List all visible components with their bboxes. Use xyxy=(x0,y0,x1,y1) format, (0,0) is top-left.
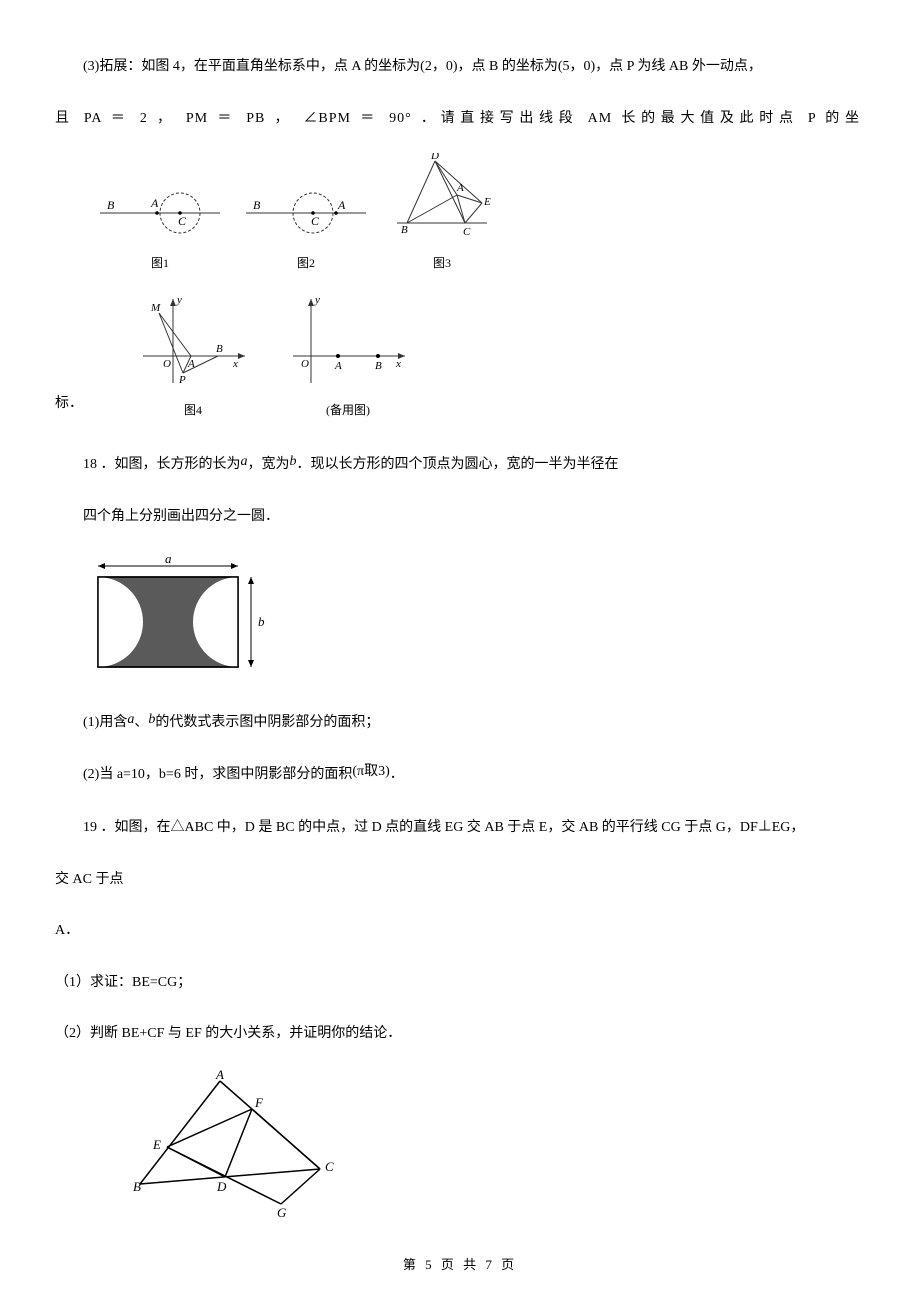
svg-text:M: M xyxy=(150,302,161,314)
svg-text:C: C xyxy=(325,1159,334,1174)
svg-text:y: y xyxy=(314,294,320,306)
svg-text:O: O xyxy=(301,358,309,370)
rectangle-figure: a b xyxy=(83,552,860,690)
q18-p1-c: 的代数式表示图中阴影部分的面积； xyxy=(155,715,379,730)
svg-text:y: y xyxy=(176,294,182,306)
q18-text-3: ．现以长方形的四个顶点为圆心，宽的一半为半径在 xyxy=(297,457,619,472)
q18-line1: 18 ．如图，长方形的长为a，宽为b．现以长方形的四个顶点为圆心，宽的一半为半径… xyxy=(55,448,860,482)
q18-p2-a: (2)当 a=10，b=6 时，求图中阴影部分的面积 xyxy=(83,767,352,782)
svg-text:B: B xyxy=(216,343,223,355)
q19-part1: （1）求证：BE=CG； xyxy=(55,966,860,1000)
q18-p1-a: (1)用含 xyxy=(83,715,127,730)
svg-text:x: x xyxy=(395,358,401,370)
svg-text:A: A xyxy=(150,196,159,210)
q3-expand-line1: (3)拓展：如图 4，在平面直角坐标系中，点 A 的坐标为(2，0)，点 B 的… xyxy=(55,50,860,84)
svg-text:b: b xyxy=(258,614,265,629)
q3-expand-line2: 且 PA ＝ 2 ， PM ＝ PB ， ∠BPM ＝ 90° ．请直接写出线段… xyxy=(55,102,860,136)
svg-text:x: x xyxy=(232,358,238,370)
svg-text:B: B xyxy=(401,224,408,236)
var-b-2: b xyxy=(148,712,155,727)
q18-p2-b: ． xyxy=(390,767,404,782)
biao-text: 标． xyxy=(55,387,83,427)
biao-line: 标． M y O A B x P 图4 xyxy=(55,283,860,427)
svg-text:B: B xyxy=(107,198,115,212)
figure-row-1: B A C 图1 B A C 图2 D xyxy=(95,153,860,273)
svg-text:C: C xyxy=(178,214,187,228)
fig-spare-caption: (备用图) xyxy=(283,401,413,420)
svg-text:P: P xyxy=(178,374,186,386)
svg-text:A: A xyxy=(334,360,342,372)
q19-part2: （2）判断 BE+CF 与 EF 的大小关系，并证明你的结论． xyxy=(55,1017,860,1051)
fig4-caption: 图4 xyxy=(133,401,253,420)
fig3-caption: 图3 xyxy=(387,254,497,273)
q18-part2: (2)当 a=10，b=6 时，求图中阴影部分的面积(π取3)． xyxy=(83,758,860,792)
var-a-1: a xyxy=(241,454,248,469)
svg-text:D: D xyxy=(216,1179,227,1194)
fig1-caption: 图1 xyxy=(95,254,225,273)
q19-line2: 交 AC 于点 xyxy=(55,863,860,897)
svg-text:B: B xyxy=(253,198,261,212)
svg-text:G: G xyxy=(277,1205,287,1219)
svg-text:C: C xyxy=(311,214,320,228)
q18-text-1: 18 ．如图，长方形的长为 xyxy=(83,457,241,472)
pi-expr: (π取3) xyxy=(352,764,389,779)
svg-text:O: O xyxy=(163,358,171,370)
svg-text:A: A xyxy=(337,198,346,212)
svg-text:a: a xyxy=(165,552,172,566)
svg-text:E: E xyxy=(483,196,491,208)
svg-text:C: C xyxy=(463,226,471,238)
q18-p1-b: 、 xyxy=(134,715,148,730)
svg-text:E: E xyxy=(152,1137,161,1152)
q18-line2: 四个角上分别画出四分之一圆． xyxy=(83,500,860,534)
svg-text:B: B xyxy=(375,360,382,372)
q18-part1: (1)用含a、b的代数式表示图中阴影部分的面积； xyxy=(83,706,860,740)
figure-spare: y O A B x (备用图) xyxy=(283,291,413,421)
svg-text:B: B xyxy=(133,1179,141,1194)
svg-text:A: A xyxy=(456,182,464,194)
figure-3: D B A C E 图3 xyxy=(387,153,497,273)
page-footer: 第 5 页 共 7 页 xyxy=(0,1255,920,1276)
svg-text:A: A xyxy=(215,1069,224,1082)
fig2-caption: 图2 xyxy=(241,254,371,273)
figure-4: M y O A B x P 图4 xyxy=(133,291,253,421)
figure-1: B A C 图1 xyxy=(95,173,225,273)
triangle-figure: A B C D E F G xyxy=(125,1069,860,1227)
q19-A: A． xyxy=(55,914,860,948)
q18-text-2: ，宽为 xyxy=(248,457,290,472)
svg-text:F: F xyxy=(254,1095,264,1110)
figure-2: B A C 图2 xyxy=(241,173,371,273)
q19-line1: 19 ．如图，在△ABC 中，D 是 BC 的中点，过 D 点的直线 EG 交 … xyxy=(55,811,860,845)
svg-text:A: A xyxy=(187,358,195,370)
var-a-2: a xyxy=(127,712,134,727)
var-b-1: b xyxy=(290,454,297,469)
svg-text:D: D xyxy=(430,153,439,162)
